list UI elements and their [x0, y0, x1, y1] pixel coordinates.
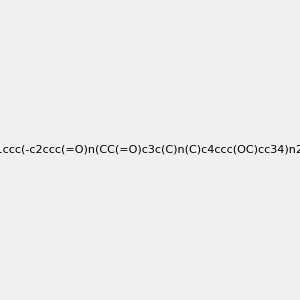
Text: COc1ccc(-c2ccc(=O)n(CC(=O)c3c(C)n(C)c4ccc(OC)cc34)n2)cc1: COc1ccc(-c2ccc(=O)n(CC(=O)c3c(C)n(C)c4cc…: [0, 145, 300, 155]
